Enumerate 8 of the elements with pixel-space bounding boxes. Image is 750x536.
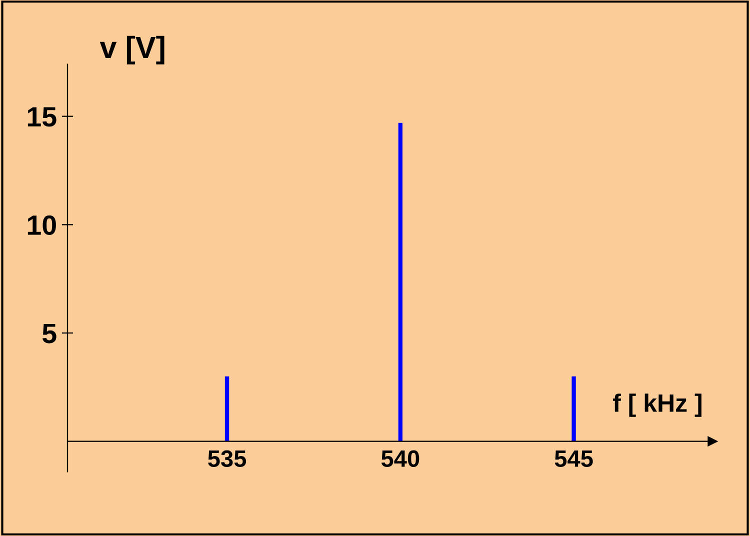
x-axis-title: f [ kHz ]	[612, 394, 702, 417]
x-tick-label: 545	[554, 450, 593, 468]
y-tick-label: 5	[42, 324, 56, 344]
x-tick-label: 535	[208, 450, 246, 468]
x-tick-label: 540	[381, 450, 420, 468]
y-tick-label: 10	[28, 215, 56, 235]
y-tick-label: 15	[28, 107, 56, 127]
y-axis-title: v [V]	[100, 36, 164, 64]
